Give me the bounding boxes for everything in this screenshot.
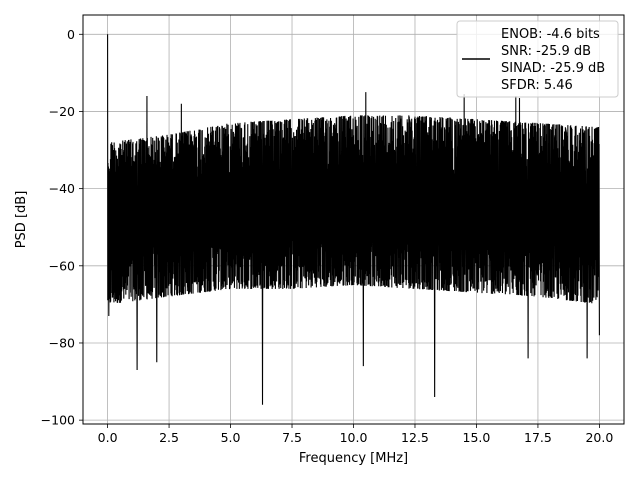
x-tick-label: 0.0 bbox=[98, 430, 118, 445]
x-tick-label: 20.0 bbox=[585, 430, 613, 445]
legend-box bbox=[456, 20, 619, 98]
x-tick-label: 5.0 bbox=[221, 430, 241, 445]
y-tick-label: 0 bbox=[67, 27, 75, 42]
y-tick-label: −20 bbox=[49, 104, 75, 119]
psd-line bbox=[107, 34, 600, 405]
legend-entry-label: ENOB: -4.6 bits SNR: -25.9 dB SINAD: -25.9… bbox=[501, 27, 605, 93]
axis-ticks: 0.0 2.5 5.0 7.5 10.0 12.5 15.0 17.5 20.0 0 −20 −40 −… bbox=[41, 27, 614, 445]
x-axis-label: Frequency [MHz] bbox=[299, 451, 408, 466]
y-tick-label: −80 bbox=[49, 335, 75, 350]
legend-line: SFDR: 5.46 bbox=[501, 78, 573, 93]
y-tick-label: −40 bbox=[49, 181, 75, 196]
y-tick-label: −100 bbox=[41, 413, 75, 428]
legend-line: SINAD: -25.9 dB bbox=[501, 61, 605, 76]
legend-line: ENOB: -4.6 bits bbox=[501, 27, 600, 42]
y-axis-label: PSD [dB] bbox=[14, 191, 29, 249]
legend-line: SNR: -25.9 dB bbox=[501, 44, 591, 59]
y-tick-label: −60 bbox=[49, 258, 75, 273]
x-tick-label: 17.5 bbox=[524, 430, 552, 445]
x-tick-label: 15.0 bbox=[463, 430, 491, 445]
x-tick-label: 10.0 bbox=[340, 430, 368, 445]
legend: ENOB: -4.6 bits SNR: -25.9 dB SINAD: -25.9… bbox=[456, 20, 619, 98]
x-tick-label: 12.5 bbox=[401, 430, 429, 445]
x-tick-label: 7.5 bbox=[282, 430, 302, 445]
psd-series bbox=[107, 34, 600, 405]
x-tick-label: 2.5 bbox=[159, 430, 179, 445]
